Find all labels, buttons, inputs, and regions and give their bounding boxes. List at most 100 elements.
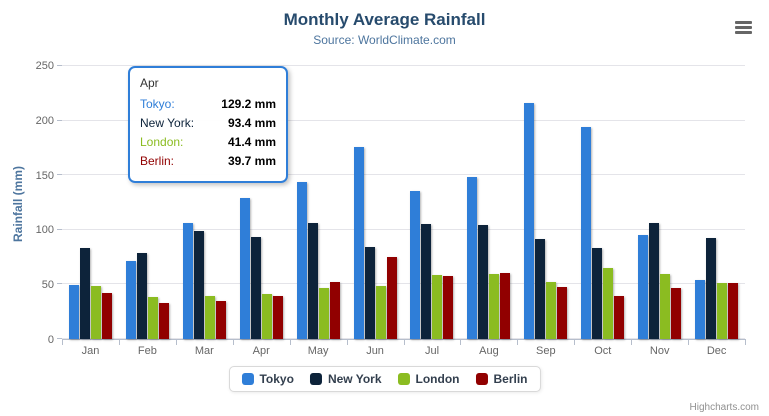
x-axis-tick	[403, 339, 405, 345]
x-axis-label-jan: Jan	[81, 345, 100, 357]
legend-swatch-london	[397, 373, 410, 385]
legend-item-tokyo[interactable]: Tokyo	[241, 372, 294, 386]
bar-berlin-jul[interactable]	[443, 276, 454, 339]
gridline-100	[62, 228, 745, 230]
tooltip-series-value: 129.2 mm	[221, 97, 276, 111]
y-axis-tick	[57, 65, 62, 66]
legend-items: Tokyo New York London Berlin	[241, 372, 528, 386]
bar-new-york-dec[interactable]	[706, 238, 717, 339]
bar-london-aug[interactable]	[489, 273, 500, 339]
y-axis-tick-label: 50	[41, 279, 54, 292]
bar-berlin-mar[interactable]	[215, 301, 226, 339]
y-axis-tick	[57, 338, 62, 339]
tooltip: Apr Tokyo: 129.2 mm New York: 93.4 mm London…	[128, 66, 288, 183]
bar-tokyo-sep[interactable]	[524, 102, 535, 339]
bar-tokyo-feb[interactable]	[125, 260, 136, 339]
bar-tokyo-apr[interactable]	[239, 197, 250, 339]
bar-london-may[interactable]	[318, 287, 329, 339]
tooltip-series-value: 41.4 mm	[227, 135, 276, 149]
legend-label-new-york: New York	[327, 372, 382, 386]
bar-new-york-mar[interactable]	[193, 231, 204, 339]
legend-swatch-tokyo	[241, 373, 254, 385]
bar-berlin-may[interactable]	[329, 281, 340, 339]
legend: Tokyo New York London Berlin	[228, 366, 541, 392]
x-axis-label-sep: Sep	[536, 345, 556, 357]
bar-london-nov[interactable]	[660, 274, 671, 339]
bar-group-jan	[62, 66, 119, 339]
tooltip-row-tokyo: Tokyo: 129.2 mm	[140, 97, 276, 111]
x-axis-tick	[175, 339, 177, 345]
bar-berlin-oct[interactable]	[614, 296, 625, 339]
x-axis-label-jul: Jul	[424, 345, 440, 357]
bar-tokyo-jul[interactable]	[410, 190, 421, 339]
bar-tokyo-nov[interactable]	[638, 234, 649, 339]
gridline-50	[62, 283, 745, 285]
bar-group-jul	[404, 66, 461, 339]
bar-group-nov	[631, 66, 688, 339]
y-axis-title: Rainfall (mm)	[11, 166, 25, 243]
bar-berlin-jun[interactable]	[386, 256, 397, 339]
x-axis-tick	[517, 339, 519, 345]
bar-berlin-apr[interactable]	[272, 295, 283, 339]
bar-group-feb	[119, 66, 176, 339]
bar-new-york-jun[interactable]	[364, 246, 375, 339]
bar-tokyo-aug[interactable]	[467, 176, 478, 339]
bar-berlin-nov[interactable]	[671, 287, 682, 339]
tooltip-series-name: London:	[140, 135, 184, 149]
bar-new-york-jan[interactable]	[79, 247, 90, 339]
x-axis-label-nov: Nov	[649, 345, 670, 357]
bar-berlin-aug[interactable]	[500, 273, 511, 339]
bar-new-york-feb[interactable]	[136, 252, 147, 339]
bar-london-sep[interactable]	[546, 281, 557, 339]
x-axis-tick	[688, 339, 690, 345]
bar-london-mar[interactable]	[204, 296, 215, 339]
bar-tokyo-may[interactable]	[296, 181, 307, 339]
bar-berlin-feb[interactable]	[158, 302, 169, 339]
bar-london-jun[interactable]	[375, 286, 386, 339]
bar-london-dec[interactable]	[717, 283, 728, 339]
credits-link[interactable]: Highcharts.com	[689, 402, 759, 413]
bar-new-york-nov[interactable]	[649, 222, 660, 339]
x-axis-label-oct: Oct	[594, 345, 612, 357]
hamburger-menu-icon	[735, 21, 753, 34]
bar-tokyo-oct[interactable]	[581, 127, 592, 339]
bar-london-jul[interactable]	[432, 274, 443, 339]
bar-new-york-apr[interactable]	[250, 237, 261, 339]
bar-london-apr[interactable]	[261, 293, 272, 339]
bar-new-york-may[interactable]	[307, 223, 318, 339]
bar-london-oct[interactable]	[603, 267, 614, 339]
legend-item-new-york[interactable]: New York	[309, 372, 382, 386]
x-axis-labels: Jan Feb Mar Apr May Jun Jul Aug Sep Oct Nov Dec	[62, 345, 745, 357]
x-axis-tick	[745, 339, 746, 345]
x-axis-tick	[460, 339, 462, 345]
gridline-0	[62, 338, 745, 339]
legend-label-tokyo: Tokyo	[259, 372, 294, 386]
bar-new-york-aug[interactable]	[478, 225, 489, 339]
bar-tokyo-dec[interactable]	[695, 279, 706, 339]
x-axis-tick	[118, 339, 120, 345]
bar-berlin-dec[interactable]	[728, 283, 739, 339]
legend-item-london[interactable]: London	[397, 372, 460, 386]
bar-tokyo-mar[interactable]	[182, 222, 193, 339]
legend-item-berlin[interactable]: Berlin	[475, 372, 528, 386]
bar-berlin-jan[interactable]	[101, 292, 112, 339]
x-axis-label-apr: Apr	[252, 345, 270, 357]
y-axis-tick-label: 150	[35, 169, 54, 182]
bar-new-york-jul[interactable]	[421, 224, 432, 339]
y-axis-tick	[57, 174, 62, 176]
x-axis-label-aug: Aug	[479, 345, 499, 357]
bar-new-york-oct[interactable]	[592, 247, 603, 339]
bar-london-jan[interactable]	[90, 285, 101, 339]
bar-tokyo-jun[interactable]	[353, 146, 364, 339]
bar-london-feb[interactable]	[147, 296, 158, 339]
tooltip-series-name: Berlin:	[140, 154, 175, 168]
bar-tokyo-jan[interactable]	[68, 284, 79, 339]
bar-new-york-sep[interactable]	[535, 239, 546, 339]
export-menu-button[interactable]	[731, 16, 757, 38]
y-axis-tick-label: 250	[35, 60, 54, 72]
legend-swatch-new-york	[309, 373, 322, 385]
chart-subtitle: Source: WorldClimate.com	[313, 33, 456, 47]
legend-swatch-berlin	[475, 373, 488, 385]
bar-berlin-sep[interactable]	[557, 287, 568, 339]
plot-area	[57, 65, 746, 345]
